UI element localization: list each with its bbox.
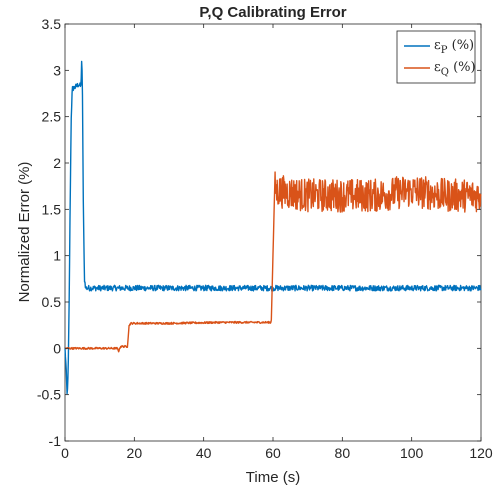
legend-box xyxy=(396,30,476,84)
legend: εP (%) εQ (%) xyxy=(396,30,476,84)
x-tick-label: 60 xyxy=(265,445,281,461)
x-tick-label: 100 xyxy=(400,445,424,461)
y-tick-label: 0.5 xyxy=(42,294,62,310)
legend-label-q: εQ (%) xyxy=(434,60,476,78)
series-line-p xyxy=(64,60,482,395)
y-tick-label: 1 xyxy=(53,248,61,264)
tick-layer: 0 20 40 60 80 100 120 -1 -0.5 0 0.5 1 1.5 2 2.5 3 3.5 xyxy=(37,16,493,461)
y-tick-label: 2.5 xyxy=(42,109,62,125)
x-tick-label: 80 xyxy=(335,445,351,461)
legend-label-p: εP (%) xyxy=(434,38,474,56)
series-layer xyxy=(64,60,482,395)
y-tick-label: 0 xyxy=(53,340,61,356)
y-tick-label: 2 xyxy=(53,155,61,171)
y-tick-label: 3.5 xyxy=(42,16,62,32)
y-axis-label: Normalized Error (%) xyxy=(16,162,33,303)
x-tick-label: 0 xyxy=(61,445,69,461)
y-tick-label: -0.5 xyxy=(37,387,61,403)
x-tick-label: 40 xyxy=(196,445,212,461)
x-axis-label: Time (s) xyxy=(246,469,300,486)
y-tick-label: 3 xyxy=(53,62,61,78)
series-line-q xyxy=(64,171,482,353)
y-tick-label: 1.5 xyxy=(42,201,62,217)
x-tick-label: 120 xyxy=(469,445,493,461)
chart-title: P,Q Calibrating Error xyxy=(199,4,346,21)
y-tick-label: -1 xyxy=(49,433,62,449)
x-tick-label: 20 xyxy=(127,445,143,461)
